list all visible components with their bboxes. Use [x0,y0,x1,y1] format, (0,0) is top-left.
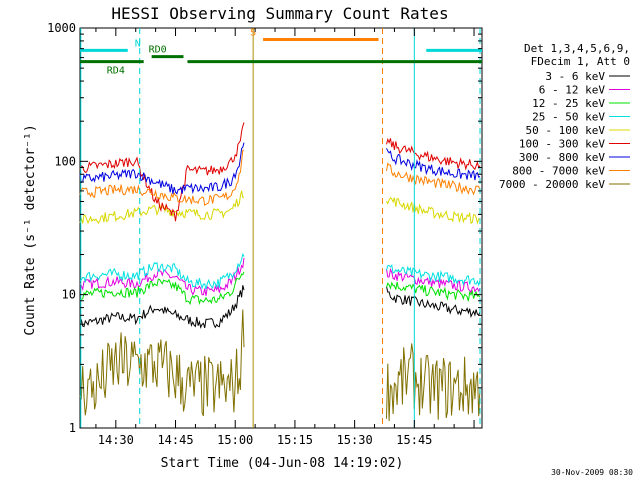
y-axis-label: Count Rate (s⁻¹ detector⁻¹) [23,124,38,335]
legend-entry-0: 3 - 6 keV [545,70,605,83]
y-tick-label-1000: 1000 [47,21,76,35]
x-tick-label-1430: 14:30 [98,433,134,447]
series-line-3-a [79,252,245,290]
flag-label-S: S [250,27,256,38]
series-line-3-b [386,264,481,287]
legend-entry-3: 25 - 50 keV [532,111,605,124]
legend-header-1: FDecim 1, Att 0 [531,55,630,68]
y-tick-label-100: 100 [54,154,76,168]
flag-label-RD4: RD4 [107,66,125,77]
series-line-1-b [386,267,481,294]
plot-frame [79,27,483,429]
series-1 [79,257,481,296]
series-line-2-a [80,271,245,306]
series-0 [79,285,481,330]
legend-entry-2: 12 - 25 keV [532,97,605,110]
x-tick-label-1500: 15:00 [217,433,253,447]
chart-marks: N RD0 RD4 S [79,27,482,428]
series-2 [80,271,481,306]
flag-label-N: N [135,38,141,49]
x-tick-label-1515: 15:15 [277,433,313,447]
y-tick-label-1: 1 [69,421,76,435]
x-tick-label-1445: 14:45 [157,433,193,447]
series-line-2-b [386,281,481,302]
series-line-8-a [79,309,245,417]
series-line-0-b [386,286,481,319]
series-line-6-a [79,142,245,195]
series-line-5-a [79,122,245,222]
legend-entry-8: 7000 - 20000 keV [499,178,605,191]
series-4 [79,190,481,225]
series-line-0-a [79,285,245,330]
x-tick-label-1545: 15:45 [396,433,432,447]
date-stamp: 30-Nov-2009 08:30 [551,468,633,477]
legend-entry-6: 300 - 800 keV [519,151,605,164]
y-tick-label-10: 10 [62,288,76,302]
series-line-6-b [386,148,481,181]
series-5 [79,122,481,222]
plot-area [79,27,483,429]
series-line-4-a [79,190,245,225]
series-7 [79,149,481,207]
x-axis-label: Start Time (04-Jun-08 14:19:02) [161,456,404,471]
legend: Det 1,3,4,5,6,9,FDecim 1, Att 0 3 - 6 keV… [499,42,630,191]
legend-entry-1: 6 - 12 keV [539,84,606,97]
flag-label-RD0: RD0 [149,45,167,56]
series-line-5-b [386,137,481,171]
axes: 1 10 100 1000 14:30 14:45 15:00 15:15 15:30 15:45 [47,21,482,447]
series-3 [79,252,481,290]
chart-title: HESSI Observing Summary Count Rates [111,4,448,23]
legend-entry-5: 100 - 300 keV [519,138,605,151]
series-line-7-b [386,162,481,196]
legend-header-0: Det 1,3,4,5,6,9, [524,42,630,55]
series-line-8-b [386,343,481,422]
series-8 [79,309,481,422]
x-tick-label-1530: 15:30 [337,433,373,447]
legend-entry-7: 800 - 7000 keV [512,165,605,178]
series-line-1-a [79,257,245,296]
series-6 [79,142,481,195]
legend-entry-4: 50 - 100 keV [526,124,606,137]
series-line-4-b [386,197,481,225]
series-line-7-a [79,149,245,207]
